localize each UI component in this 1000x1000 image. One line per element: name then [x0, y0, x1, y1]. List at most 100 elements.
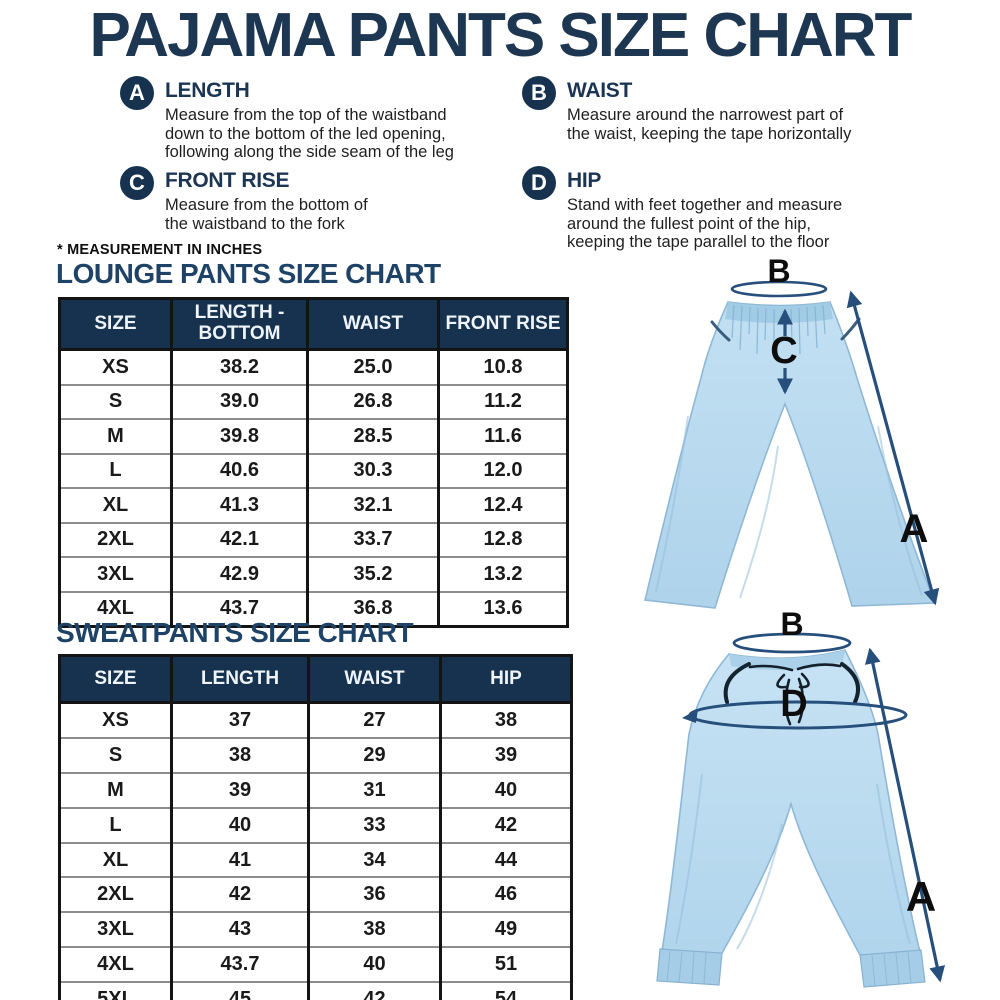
table-cell: 31	[307, 771, 441, 808]
table-cell: 36.8	[306, 590, 439, 627]
table-cell: 12.4	[437, 487, 568, 523]
table-cell: 38	[170, 736, 309, 773]
table-cell: 49	[439, 911, 572, 948]
table-cell: XL	[59, 841, 172, 878]
table-header: SIZE LENGTH - BOTTOM WAIST FRONT RISE	[59, 298, 568, 350]
table-cell: 12.0	[437, 452, 568, 488]
measurement-item-front-rise: C FRONT RISE Measure from the bottom of …	[120, 166, 368, 233]
table-body: XS 37 27 38 S 38 29 39 M 39 31 40 L 40 33 42 XL 41 34 44 2XL…	[59, 700, 572, 1000]
table-cell: M	[59, 771, 172, 808]
table-header-row: SIZE LENGTH - BOTTOM WAIST FRONT RISE	[59, 298, 568, 350]
measurement-desc: Measure from the bottom of the waistband…	[165, 196, 368, 233]
letter-badge-b: B	[522, 76, 556, 110]
diagram-label-length: A	[906, 873, 936, 920]
table-cell: 43.7	[170, 946, 309, 983]
table-cell: 36	[307, 876, 441, 913]
measurement-desc: Measure around the narrowest part of the…	[567, 106, 852, 143]
table-cell: 12.8	[437, 521, 568, 557]
table-cell: 39.0	[170, 383, 308, 419]
measurement-item-hip: D HIP Stand with feet together and measu…	[522, 166, 842, 252]
ankle-cuffs	[656, 948, 926, 988]
table-cell: 13.6	[437, 590, 568, 627]
diagram-label-length: A	[900, 507, 929, 551]
table-cell: 43.7	[170, 590, 308, 627]
table-cell: 29	[307, 736, 441, 773]
length-arrow	[864, 647, 946, 983]
table-cell: 39	[170, 771, 309, 808]
table-cell: 13.2	[437, 556, 568, 592]
measurement-desc: Measure from the top of the waistband do…	[165, 106, 454, 161]
measurement-text: WAIST Measure around the narrowest part …	[567, 76, 851, 143]
table-cell: L	[59, 806, 172, 843]
measurement-text: LENGTH Measure from the top of the waist…	[165, 76, 454, 162]
table-cell: XS	[59, 348, 172, 385]
lounge-size-table: SIZE LENGTH - BOTTOM WAIST FRONT RISE XS…	[58, 297, 569, 628]
table-cell: 38.2	[170, 348, 308, 385]
measurement-name: FRONT RISE	[165, 169, 290, 192]
table-cell: 43	[170, 911, 309, 948]
table-cell: 4XL	[59, 946, 172, 983]
table-cell: 42.1	[170, 521, 308, 557]
measurement-name: HIP	[567, 169, 602, 192]
table-row: 4XL 43.7 36.8 13.6	[59, 590, 568, 627]
table-header-row: SIZE LENGTH WAIST HIP	[59, 655, 572, 703]
table-row: L 40 33 42	[59, 806, 572, 843]
table-cell: 42.9	[170, 556, 308, 592]
table-header: SIZE LENGTH WAIST HIP	[59, 655, 572, 703]
sweatpants-chart-title: SWEATPANTS SIZE CHART	[56, 617, 414, 648]
table-cell: S	[59, 736, 172, 773]
table-cell: 45	[170, 981, 309, 1000]
table-cell: 33.7	[306, 521, 439, 557]
sweatpants-diagram: B D A	[656, 606, 946, 988]
measurement-item-length: A LENGTH Measure from the top of the wai…	[120, 76, 454, 162]
table-cell: L	[59, 452, 172, 488]
table-cell: 30.3	[306, 452, 439, 488]
measurement-desc: Stand with feet together and measure aro…	[567, 196, 843, 251]
table-cell: 27	[307, 700, 441, 738]
column-header: HIP	[439, 655, 572, 703]
table-row: XL 41.3 32.1 12.4	[59, 487, 568, 523]
table-row: M 39 31 40	[59, 771, 572, 808]
letter-badge-c: C	[120, 166, 154, 200]
table-row: 2XL 42 36 46	[59, 876, 572, 913]
table-cell: XL	[59, 487, 172, 523]
table-cell: 42	[170, 876, 309, 913]
column-header: SIZE	[59, 298, 172, 350]
cuff-right	[859, 949, 926, 988]
table-cell: XS	[59, 700, 172, 738]
pocket-slit-left	[710, 320, 731, 342]
table-cell: S	[59, 383, 172, 419]
table-cell: 40.6	[170, 452, 308, 488]
table-row: 5XL 45 42 54	[59, 981, 572, 1000]
table-cell: 10.8	[437, 348, 568, 385]
table-row: L 40.6 30.3 12.0	[59, 452, 568, 488]
length-arrow	[846, 290, 940, 606]
table-cell: 42	[307, 981, 441, 1000]
hip-ellipse-arrowhead	[682, 709, 698, 723]
table-cell: 4XL	[59, 590, 172, 627]
table-cell: 40	[170, 806, 309, 843]
diagram-label-waist: B	[767, 253, 790, 289]
pocket-slit-right	[840, 317, 861, 341]
measurement-name: WAIST	[567, 79, 632, 102]
table-cell: 46	[439, 876, 572, 913]
pocket-left	[723, 662, 751, 704]
column-header: LENGTH	[170, 655, 309, 703]
letter-badge-d: D	[522, 166, 556, 200]
waist-measure-ellipse	[730, 280, 828, 298]
table-row: M 39.8 28.5 11.6	[59, 418, 568, 454]
page-title: PAJAMA PANTS SIZE CHART	[89, 1, 913, 70]
table-cell: 33	[307, 806, 441, 843]
column-header: SIZE	[59, 655, 172, 703]
table-cell: 26.8	[306, 383, 439, 419]
waistband-shirring	[731, 304, 826, 356]
lounge-chart-title: LOUNGE PANTS SIZE CHART	[56, 258, 441, 289]
diagram-label-hip: D	[780, 683, 807, 725]
table-cell: 40	[307, 946, 441, 983]
table-cell: 38	[439, 700, 572, 738]
table-cell: 35.2	[306, 556, 439, 592]
table-row: XL 41 34 44	[59, 841, 572, 878]
table-cell: 51	[439, 946, 572, 983]
column-header: WAIST	[306, 298, 439, 350]
table-cell: 28.5	[306, 418, 439, 454]
